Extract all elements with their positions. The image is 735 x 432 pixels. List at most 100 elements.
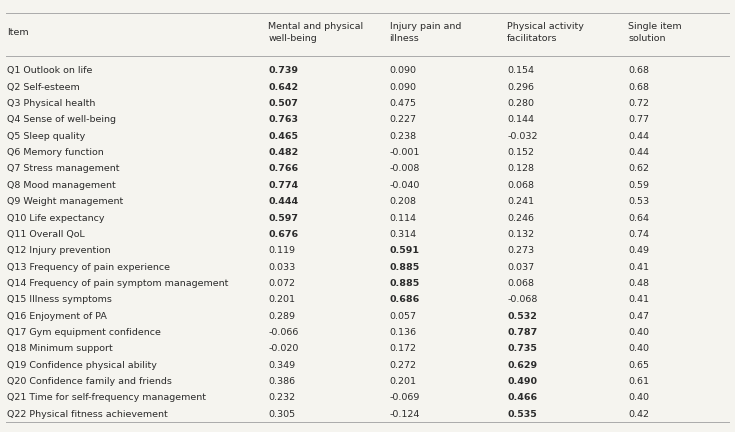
Text: 0.61: 0.61	[628, 377, 650, 386]
Text: 0.629: 0.629	[507, 361, 537, 370]
Text: 0.128: 0.128	[507, 165, 534, 174]
Text: 0.154: 0.154	[507, 67, 534, 75]
Text: 0.208: 0.208	[390, 197, 417, 206]
Text: -0.001: -0.001	[390, 148, 420, 157]
Text: Item: Item	[7, 28, 29, 37]
Text: 0.40: 0.40	[628, 328, 650, 337]
Text: Q17 Gym equipment confidence: Q17 Gym equipment confidence	[7, 328, 161, 337]
Text: 0.68: 0.68	[628, 67, 650, 75]
Text: 0.40: 0.40	[628, 394, 650, 403]
Text: 0.232: 0.232	[268, 394, 295, 403]
Text: 0.072: 0.072	[268, 279, 295, 288]
Text: 0.885: 0.885	[390, 279, 420, 288]
Text: -0.124: -0.124	[390, 410, 420, 419]
Text: Q5 Sleep quality: Q5 Sleep quality	[7, 132, 85, 141]
Text: 0.114: 0.114	[390, 213, 417, 222]
Text: 0.241: 0.241	[507, 197, 534, 206]
Text: Q21 Time for self-frequency management: Q21 Time for self-frequency management	[7, 394, 207, 403]
Text: 0.787: 0.787	[507, 328, 537, 337]
Text: 0.314: 0.314	[390, 230, 417, 239]
Text: 0.037: 0.037	[507, 263, 534, 272]
Text: Q20 Confidence family and friends: Q20 Confidence family and friends	[7, 377, 172, 386]
Text: 0.273: 0.273	[507, 246, 534, 255]
Text: 0.090: 0.090	[390, 83, 417, 92]
Text: -0.032: -0.032	[507, 132, 537, 141]
Text: 0.766: 0.766	[268, 165, 298, 174]
Text: Q2 Self-esteem: Q2 Self-esteem	[7, 83, 80, 92]
Text: 0.132: 0.132	[507, 230, 534, 239]
Text: 0.739: 0.739	[268, 67, 298, 75]
Text: Q1 Outlook on life: Q1 Outlook on life	[7, 67, 93, 75]
Text: 0.44: 0.44	[628, 132, 650, 141]
Text: 0.201: 0.201	[390, 377, 417, 386]
Text: 0.763: 0.763	[268, 115, 298, 124]
Text: Q22 Physical fitness achievement: Q22 Physical fitness achievement	[7, 410, 168, 419]
Text: -0.066: -0.066	[268, 328, 298, 337]
Text: 0.296: 0.296	[507, 83, 534, 92]
Text: 0.72: 0.72	[628, 99, 650, 108]
Text: Q14 Frequency of pain symptom management: Q14 Frequency of pain symptom management	[7, 279, 229, 288]
Text: Q12 Injury prevention: Q12 Injury prevention	[7, 246, 111, 255]
Text: 0.068: 0.068	[507, 279, 534, 288]
Text: 0.48: 0.48	[628, 279, 650, 288]
Text: 0.74: 0.74	[628, 230, 650, 239]
Text: -0.008: -0.008	[390, 165, 420, 174]
Text: Mental and physical
well-being: Mental and physical well-being	[268, 22, 363, 43]
Text: 0.597: 0.597	[268, 213, 298, 222]
Text: Q18 Minimum support: Q18 Minimum support	[7, 344, 113, 353]
Text: 0.774: 0.774	[268, 181, 298, 190]
Text: Q11 Overall QoL: Q11 Overall QoL	[7, 230, 85, 239]
Text: 0.068: 0.068	[507, 181, 534, 190]
Text: 0.090: 0.090	[390, 67, 417, 75]
Text: 0.152: 0.152	[507, 148, 534, 157]
Text: Q13 Frequency of pain experience: Q13 Frequency of pain experience	[7, 263, 171, 272]
Text: 0.386: 0.386	[268, 377, 295, 386]
Text: 0.686: 0.686	[390, 295, 420, 304]
Text: 0.289: 0.289	[268, 311, 295, 321]
Text: -0.068: -0.068	[507, 295, 537, 304]
Text: Q10 Life expectancy: Q10 Life expectancy	[7, 213, 105, 222]
Text: Q16 Enjoyment of PA: Q16 Enjoyment of PA	[7, 311, 107, 321]
Text: 0.41: 0.41	[628, 295, 650, 304]
Text: 0.68: 0.68	[628, 83, 650, 92]
Text: 0.735: 0.735	[507, 344, 537, 353]
Text: 0.77: 0.77	[628, 115, 650, 124]
Text: Q15 Illness symptoms: Q15 Illness symptoms	[7, 295, 112, 304]
Text: 0.465: 0.465	[268, 132, 298, 141]
Text: Q4 Sense of well-being: Q4 Sense of well-being	[7, 115, 116, 124]
Text: 0.47: 0.47	[628, 311, 650, 321]
Text: -0.040: -0.040	[390, 181, 420, 190]
Text: 0.507: 0.507	[268, 99, 298, 108]
Text: 0.033: 0.033	[268, 263, 295, 272]
Text: 0.136: 0.136	[390, 328, 417, 337]
Text: 0.62: 0.62	[628, 165, 650, 174]
Text: 0.172: 0.172	[390, 344, 417, 353]
Text: Q3 Physical health: Q3 Physical health	[7, 99, 96, 108]
Text: 0.49: 0.49	[628, 246, 650, 255]
Text: Single item
solution: Single item solution	[628, 22, 682, 43]
Text: Q19 Confidence physical ability: Q19 Confidence physical ability	[7, 361, 157, 370]
Text: 0.246: 0.246	[507, 213, 534, 222]
Text: 0.490: 0.490	[507, 377, 537, 386]
Text: 0.59: 0.59	[628, 181, 650, 190]
Text: 0.119: 0.119	[268, 246, 295, 255]
Text: 0.305: 0.305	[268, 410, 295, 419]
Text: 0.238: 0.238	[390, 132, 417, 141]
Text: Q7 Stress management: Q7 Stress management	[7, 165, 120, 174]
Text: 0.64: 0.64	[628, 213, 650, 222]
Text: Q6 Memory function: Q6 Memory function	[7, 148, 104, 157]
Text: 0.280: 0.280	[507, 99, 534, 108]
Text: 0.144: 0.144	[507, 115, 534, 124]
Text: Q9 Weight management: Q9 Weight management	[7, 197, 123, 206]
Text: 0.642: 0.642	[268, 83, 298, 92]
Text: Q8 Mood management: Q8 Mood management	[7, 181, 116, 190]
Text: 0.676: 0.676	[268, 230, 298, 239]
Text: 0.53: 0.53	[628, 197, 650, 206]
Text: 0.466: 0.466	[507, 394, 537, 403]
Text: 0.057: 0.057	[390, 311, 417, 321]
Text: 0.482: 0.482	[268, 148, 298, 157]
Text: 0.40: 0.40	[628, 344, 650, 353]
Text: 0.349: 0.349	[268, 361, 295, 370]
Text: Injury pain and
illness: Injury pain and illness	[390, 22, 461, 43]
Text: 0.227: 0.227	[390, 115, 417, 124]
